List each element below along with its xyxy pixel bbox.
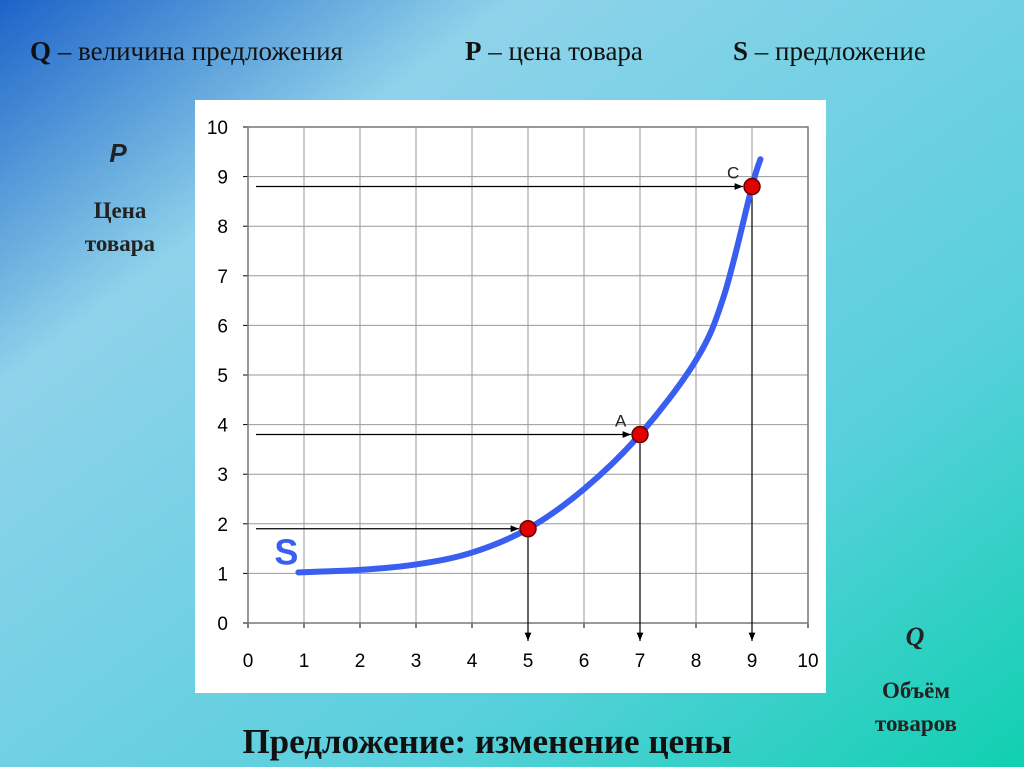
y-tick-label: 10 (207, 118, 228, 139)
chart-panel (195, 100, 826, 693)
x-label: товаров (875, 711, 957, 736)
point-label: A (615, 412, 627, 431)
y-label: товара (85, 231, 156, 256)
point-label: C (727, 164, 739, 183)
y-tick-label: 7 (217, 267, 228, 288)
header-item: P – цена товара (465, 36, 643, 66)
x-tick-label: 9 (747, 651, 758, 672)
x-tick-label: 3 (411, 651, 422, 672)
y-label: Цена (94, 198, 147, 223)
header-symbol: Q (30, 36, 51, 66)
x-tick-label: 7 (635, 651, 646, 672)
x-tick-label: 10 (797, 651, 818, 672)
x-tick-label: 6 (579, 651, 590, 672)
x-tick-label: 0 (243, 651, 254, 672)
header-text: – предложение (754, 36, 926, 66)
header-symbol: P (465, 36, 482, 66)
supply-curve (295, 156, 764, 576)
x-tick-label: 5 (523, 651, 534, 672)
y-tick-label: 9 (217, 168, 228, 189)
y-symbol: P (109, 138, 127, 168)
y-tick-label: 5 (217, 366, 228, 387)
header-text: – величина предложения (57, 36, 343, 66)
curve-label: S (274, 531, 298, 572)
point (519, 520, 537, 538)
header-symbol: S (733, 36, 748, 66)
point (743, 177, 761, 196)
x-tick-label: 4 (467, 651, 478, 672)
y-tick-label: 1 (217, 564, 228, 585)
y-tick-label: 4 (217, 416, 228, 437)
y-tick-label: 8 (217, 217, 228, 238)
x-label: Объём (882, 678, 950, 703)
x-symbol: Q (906, 622, 925, 651)
chart-title: Предложение: изменение цены (242, 722, 731, 761)
y-tick-label: 0 (217, 614, 228, 635)
x-tick-label: 8 (691, 651, 702, 672)
header-item: Q – величина предложения (30, 36, 343, 66)
point (631, 425, 649, 444)
x-tick-label: 1 (299, 651, 310, 672)
x-tick-label: 2 (355, 651, 366, 672)
y-tick-label: 6 (217, 316, 228, 337)
y-tick-label: 3 (217, 465, 228, 486)
header-item: S – предложение (733, 36, 926, 66)
y-tick-label: 2 (217, 515, 228, 536)
header-text: – цена товара (487, 36, 643, 66)
